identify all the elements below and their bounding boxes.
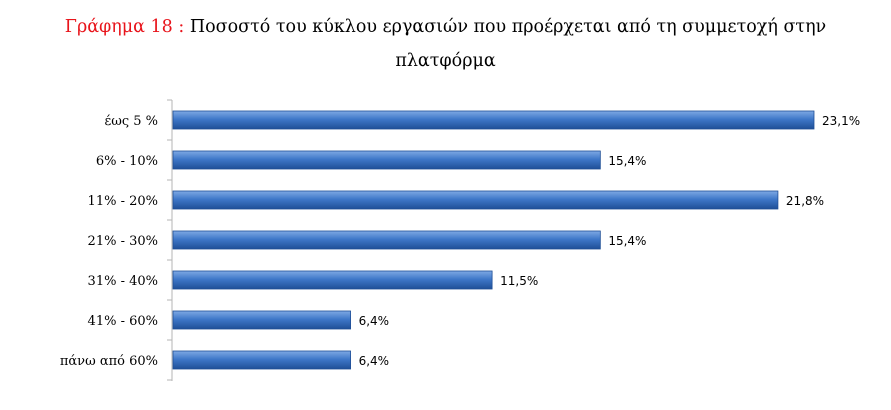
chart-title-line1: Γράφημα 18 : Ποσοστό του κύκλου εργασιών… xyxy=(0,10,891,44)
bar xyxy=(172,150,601,170)
value-label: 6,4% xyxy=(359,354,390,368)
value-label: 6,4% xyxy=(359,314,390,328)
value-label: 15,4% xyxy=(608,234,646,248)
chart-title-prefix: Γράφημα 18 : xyxy=(64,17,185,37)
category-label: 21% - 30% xyxy=(88,234,158,249)
category-label: 41% - 60% xyxy=(88,314,158,329)
category-label: έως 5 % xyxy=(104,114,158,129)
chart-title-line2: πλατφόρμα xyxy=(395,51,496,71)
category-label: 31% - 40% xyxy=(88,274,158,289)
category-label: 6% - 10% xyxy=(96,154,158,169)
value-label: 21,8% xyxy=(786,194,824,208)
bar xyxy=(172,110,815,130)
category-label: 11% - 20% xyxy=(88,194,158,209)
bar xyxy=(172,230,601,250)
chart-title: Γράφημα 18 : Ποσοστό του κύκλου εργασιών… xyxy=(0,10,891,78)
value-label: 11,5% xyxy=(500,274,538,288)
bar xyxy=(172,350,351,370)
bar xyxy=(172,190,779,210)
value-label: 15,4% xyxy=(608,154,646,168)
value-label: 23,1% xyxy=(822,114,860,128)
category-label: πάνω από 60% xyxy=(60,354,158,369)
bar xyxy=(172,270,493,290)
chart-title-text: Ποσοστό του κύκλου εργασιών που προέρχετ… xyxy=(189,17,827,37)
bars-layer: έως 5 % 23,1% 6% - 10% 15,4% 11% - 20% 21,8% 2… xyxy=(60,99,860,381)
bar xyxy=(172,310,351,330)
